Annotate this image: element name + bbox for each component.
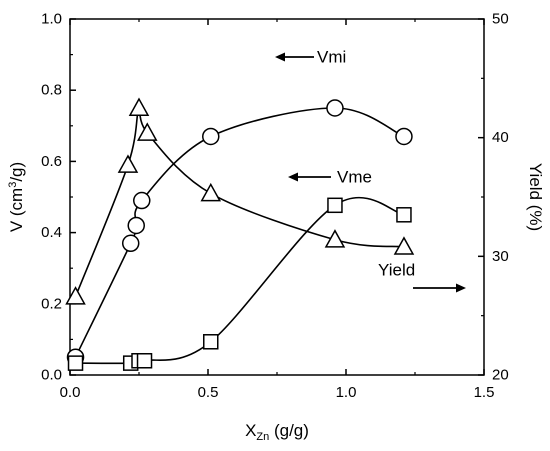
x-axis-title: XZn (g/g) [245, 421, 309, 443]
y-left-tick-label: 0.4 [41, 224, 62, 241]
y-right-tick-label: 30 [492, 248, 509, 265]
y-left-axis-ticks: 0.0 0.2 0.4 0.6 0.8 1.0 [41, 11, 76, 384]
series-yield-point [203, 334, 219, 350]
series-yield-point [327, 197, 343, 214]
x-axis-title-sub: Zn [256, 431, 269, 443]
series-vme-point [200, 182, 222, 202]
y-right-tick-label: 50 [492, 11, 509, 28]
y-left-axis-title-post: /g) [7, 162, 26, 182]
series-vme-point [324, 229, 346, 248]
y-right-axis-ticks: 20 30 40 50 [478, 11, 509, 384]
series-vmi-line [74, 107, 405, 358]
y-right-axis-title: Yield (%) [526, 163, 545, 231]
series-vme-point [117, 154, 139, 173]
annotation-vme-arrowhead [288, 172, 298, 182]
annotation-vmi-label: Vmi [317, 48, 346, 67]
x-axis-title-unit: (g/g) [269, 421, 309, 440]
plot-frame [69, 18, 485, 376]
series-vmi [66, 99, 413, 366]
series-vmi-point [127, 216, 145, 235]
series-vme-line [74, 106, 405, 297]
x-axis-ticks: 0.0 0.5 1.0 1.5 [60, 19, 495, 401]
series-vme-point [128, 97, 150, 116]
series-vme-point [137, 122, 158, 141]
series-vme [65, 97, 415, 305]
y-left-tick-label: 0.0 [41, 367, 62, 384]
series-vmi-point [326, 99, 344, 117]
y-left-axis-title-pre: V (cm [7, 188, 26, 232]
x-tick-label: 1.0 [336, 384, 357, 401]
series-yield-point [67, 355, 84, 371]
x-tick-label: 0.0 [60, 384, 81, 401]
y-left-axis-title-sup: 3 [7, 182, 19, 188]
series-yield-point [136, 353, 153, 369]
series-vme-point [393, 236, 415, 255]
annotation-yield-arrowhead [456, 283, 466, 293]
series-layer [65, 97, 415, 371]
y-left-tick-label: 0.6 [41, 153, 62, 170]
series-yield-line [75, 196, 405, 365]
series-vmi-point [121, 234, 140, 253]
annotation-vmi: Vmi [275, 48, 346, 67]
series-vmi-point [395, 127, 413, 146]
series-yield-point [396, 207, 412, 223]
y-left-tick-label: 0.2 [41, 295, 62, 312]
x-tick-label: 1.5 [474, 384, 495, 401]
annotation-vme-label: Vme [337, 168, 372, 187]
series-yield [67, 196, 412, 371]
y-right-tick-label: 40 [492, 129, 509, 146]
y-left-tick-label: 1.0 [41, 11, 62, 28]
annotation-yield-label: Yield [378, 261, 415, 280]
series-vmi-point [202, 127, 220, 146]
x-axis-title-main: X [245, 421, 256, 440]
annotation-vmi-arrowhead [275, 52, 285, 62]
y-right-tick-label: 20 [492, 367, 509, 384]
annotation-vme: Vme [288, 168, 372, 187]
y-left-axis-title: V (cm3/g) [7, 162, 26, 232]
series-vme-point [65, 286, 86, 305]
x-tick-label: 0.5 [198, 384, 219, 401]
y-left-tick-label: 0.8 [41, 82, 62, 99]
series-vmi-point [133, 191, 151, 210]
annotation-yield: Yield [378, 261, 466, 293]
